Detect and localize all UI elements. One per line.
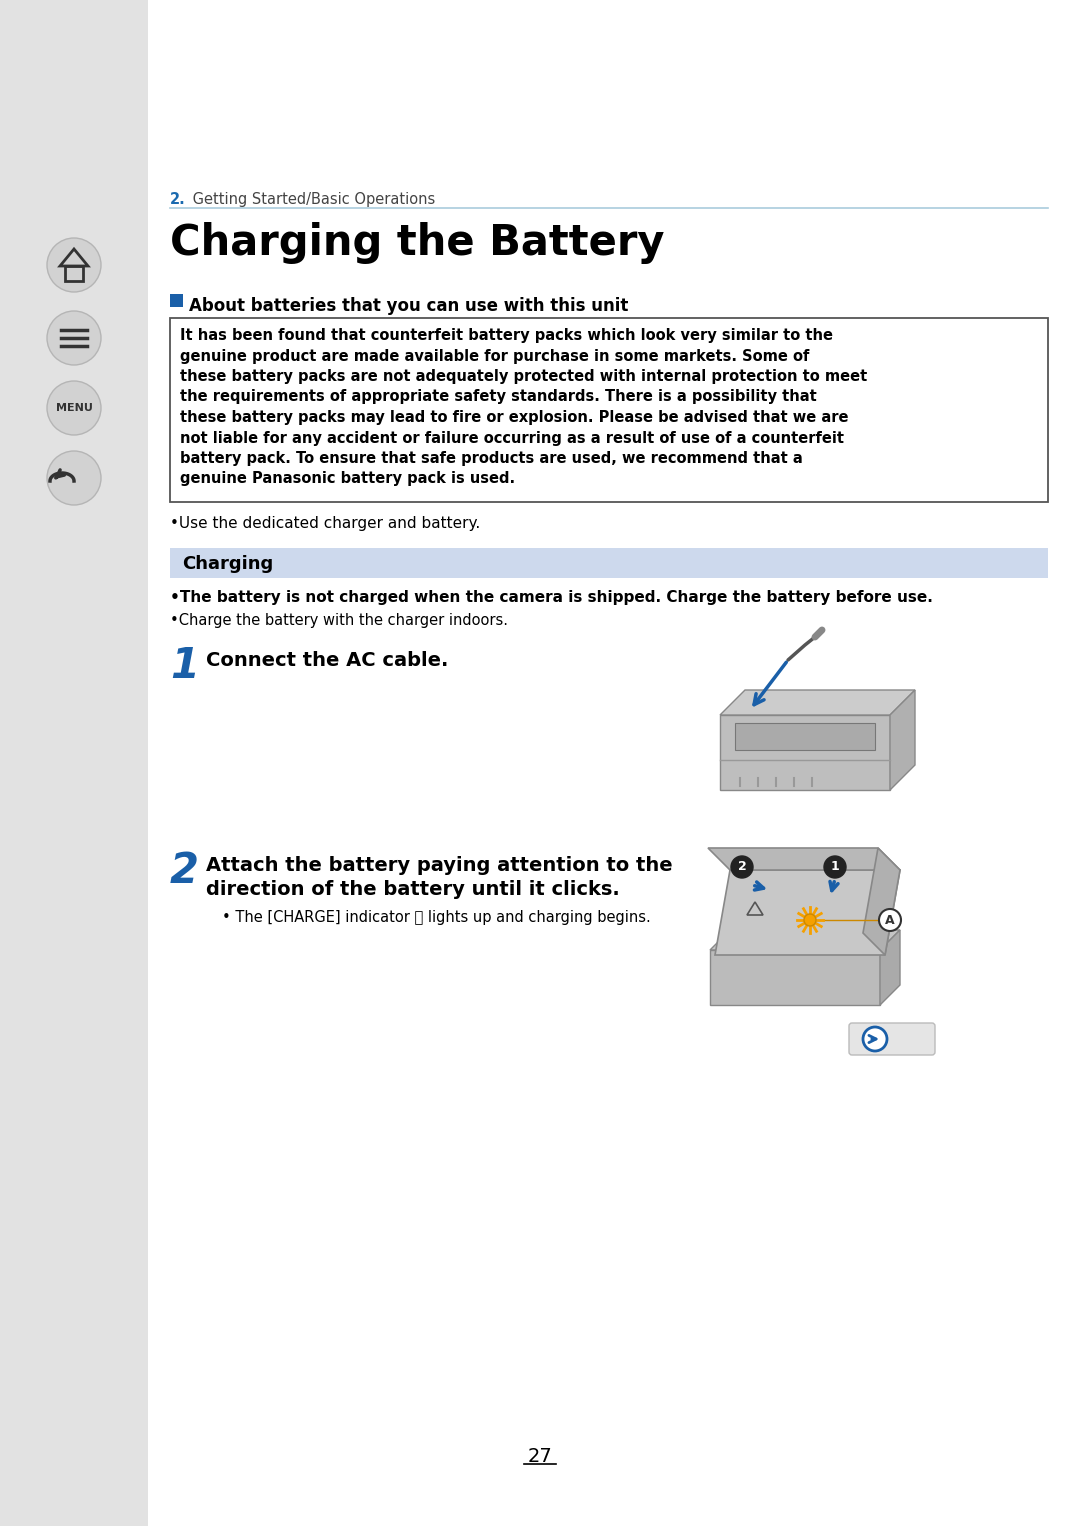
Circle shape — [48, 382, 102, 435]
Text: •Charge the battery with the charger indoors.: •Charge the battery with the charger ind… — [170, 613, 508, 629]
Polygon shape — [710, 951, 880, 1006]
Text: •Use the dedicated charger and battery.: •Use the dedicated charger and battery. — [170, 516, 481, 531]
Bar — [170, 295, 183, 307]
Circle shape — [863, 1027, 887, 1051]
Text: About batteries that you can use with this unit: About batteries that you can use with th… — [189, 298, 629, 314]
Text: battery pack. To ensure that safe products are used, we recommend that a: battery pack. To ensure that safe produc… — [180, 452, 802, 465]
Text: 1: 1 — [170, 645, 199, 687]
Text: It has been found that counterfeit battery packs which look very similar to the: It has been found that counterfeit batte… — [180, 328, 833, 343]
Text: direction of the battery until it clicks.: direction of the battery until it clicks… — [206, 881, 620, 899]
Text: 1: 1 — [831, 861, 839, 873]
Circle shape — [48, 238, 102, 291]
Text: Connect the AC cable.: Connect the AC cable. — [206, 652, 448, 670]
Circle shape — [48, 311, 102, 365]
Polygon shape — [715, 870, 900, 955]
Text: these battery packs may lead to fire or explosion. Please be advised that we are: these battery packs may lead to fire or … — [180, 410, 849, 426]
Polygon shape — [863, 848, 900, 955]
Text: •The battery is not charged when the camera is shipped. Charge the battery befor: •The battery is not charged when the cam… — [170, 591, 933, 604]
Text: not liable for any accident or failure occurring as a result of use of a counter: not liable for any accident or failure o… — [180, 430, 843, 446]
Text: Attach the battery paying attention to the: Attach the battery paying attention to t… — [206, 856, 673, 874]
Circle shape — [824, 856, 846, 877]
Polygon shape — [880, 929, 900, 1006]
Circle shape — [48, 452, 102, 505]
Polygon shape — [720, 716, 890, 790]
Polygon shape — [708, 848, 900, 870]
Circle shape — [804, 914, 816, 926]
Bar — [170, 317, 1048, 502]
Text: 2.: 2. — [170, 192, 186, 208]
Bar — [65, 266, 83, 281]
FancyBboxPatch shape — [849, 1022, 935, 1054]
Text: 2: 2 — [170, 850, 199, 893]
Polygon shape — [710, 929, 900, 951]
Text: Getting Started/Basic Operations: Getting Started/Basic Operations — [188, 192, 435, 208]
Circle shape — [879, 909, 901, 931]
Text: Charging: Charging — [183, 555, 273, 572]
Polygon shape — [720, 690, 915, 716]
Text: these battery packs are not adequately protected with internal protection to mee: these battery packs are not adequately p… — [180, 369, 867, 385]
Bar — [170, 548, 1048, 578]
Text: • The [CHARGE] indicator Ⓐ lights up and charging begins.: • The [CHARGE] indicator Ⓐ lights up and… — [222, 909, 651, 925]
Polygon shape — [735, 723, 875, 749]
Text: MENU: MENU — [55, 403, 93, 414]
Polygon shape — [890, 690, 915, 790]
Text: genuine product are made available for purchase in some markets. Some of: genuine product are made available for p… — [180, 348, 809, 363]
Text: Charging the Battery: Charging the Battery — [170, 221, 664, 264]
Bar — [0, 0, 148, 1526]
Text: A: A — [886, 914, 895, 926]
Text: the requirements of appropriate safety standards. There is a possibility that: the requirements of appropriate safety s… — [180, 389, 816, 404]
Text: 27: 27 — [528, 1447, 552, 1466]
Text: genuine Panasonic battery pack is used.: genuine Panasonic battery pack is used. — [180, 472, 515, 487]
Text: 2: 2 — [738, 861, 746, 873]
Circle shape — [731, 856, 753, 877]
